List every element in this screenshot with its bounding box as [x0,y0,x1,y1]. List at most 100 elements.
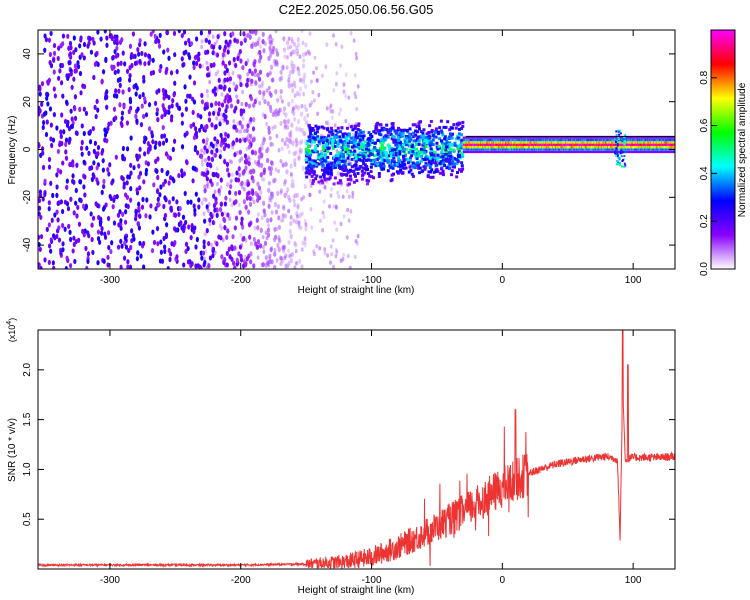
heatmap-cell [397,126,401,130]
heatmap-cell [70,84,74,90]
heatmap-cell [348,149,352,153]
heatmap-cell [436,158,440,162]
heatmap-cell [82,55,86,61]
heatmap-cell [669,136,671,139]
heatmap-cell [515,136,517,139]
heatmap-cell [612,143,614,146]
heatmap-cell [372,146,376,150]
heatmap-cell [400,170,404,174]
heatmap-cell [465,138,468,142]
heatmap-cell [78,179,82,185]
heatmap-cell [544,143,546,146]
heatmap-cell [208,62,212,67]
heatmap-cell [599,148,602,151]
heatmap-cell [488,146,490,149]
heatmap-cell [72,235,76,241]
heatmap-cell [171,146,175,153]
heatmap-cell [483,138,485,142]
heatmap-cell [49,30,53,37]
heatmap-cell [222,259,226,265]
heatmap-cell [504,150,506,154]
heatmap-cell [403,163,407,167]
heatmap-cell [474,138,476,142]
heatmap-cell [207,111,212,117]
heatmap-cell [288,254,291,259]
heatmap-cell [417,127,421,131]
heatmap-cell [378,123,382,127]
heatmap-cell [594,146,596,149]
heatmap-cell [306,152,310,156]
heatmap-cell [294,242,298,248]
heatmap-cell [92,160,96,166]
heatmap-cell [621,148,623,151]
heatmap-cell [642,148,644,151]
heatmap-cell [393,163,397,167]
heatmap-cell [599,148,601,151]
heatmap-cell [515,143,518,146]
heatmap-cell [298,147,302,153]
heatmap-cell [57,45,61,51]
heatmap-cell [68,60,72,66]
heatmap-cell [485,136,487,139]
heatmap-cell [233,225,237,231]
heatmap-cell [353,174,357,178]
heatmap-cell [441,155,445,159]
heatmap-cell [51,260,55,266]
heatmap-cell [530,150,532,154]
heatmap-cell [258,148,262,155]
heatmap-cell [429,119,433,123]
heatmap-cell [167,104,171,110]
heatmap-cell [497,136,500,139]
heatmap-cell [59,80,64,86]
heatmap-cell [218,153,222,160]
heatmap-cell [114,53,118,59]
heatmap-cell [415,130,419,134]
heatmap-cell [390,164,394,168]
heatmap-cell [618,141,621,144]
heatmap-cell [508,136,510,139]
heatmap-cell [499,141,501,144]
heatmap-cell [591,138,593,142]
heatmap-cell [620,146,622,149]
heatmap-cell [474,146,476,149]
heatmap-cell [275,226,279,232]
heatmap-cell [152,182,156,188]
heatmap-cell [121,89,125,95]
heatmap-cell [607,143,610,146]
heatmap-cell [471,146,473,149]
heatmap-cell [508,136,511,139]
heatmap-cell [521,136,523,139]
heatmap-cell [583,141,585,144]
heatmap-cell [583,146,585,149]
heatmap-cell [534,150,536,154]
heatmap-cell [438,126,442,130]
heatmap-cell [483,148,485,151]
heatmap-cell [597,138,599,142]
heatmap-cell [269,160,274,166]
heatmap-cell [552,148,554,151]
heatmap-cell [499,148,501,151]
heatmap-cell [274,167,278,172]
heatmap-cell [588,150,590,154]
heatmap-cell [641,141,643,144]
heatmap-cell [581,136,583,139]
heatmap-cell [342,164,346,168]
heatmap-cell [603,150,605,154]
heatmap-cell [510,143,512,146]
heatmap-cell [537,141,539,144]
heatmap-cell [246,32,250,38]
heatmap-cell [201,124,205,130]
heatmap-cell [482,143,484,146]
heatmap-cell [668,138,670,142]
heatmap-cell [315,144,319,148]
heatmap-cell [566,143,568,146]
heatmap-cell [500,136,502,139]
heatmap-cell [244,157,249,164]
heatmap-cell [94,201,98,207]
heatmap-cell [573,150,575,154]
heatmap-cell [74,47,78,53]
heatmap-cell [628,136,631,139]
heatmap-cell [485,141,487,144]
heatmap-cell [45,226,49,233]
heatmap-cell [219,112,223,117]
